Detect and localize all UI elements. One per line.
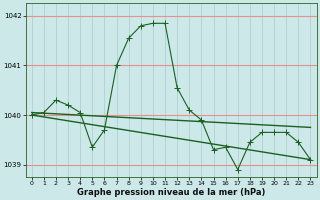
X-axis label: Graphe pression niveau de la mer (hPa): Graphe pression niveau de la mer (hPa) xyxy=(77,188,265,197)
